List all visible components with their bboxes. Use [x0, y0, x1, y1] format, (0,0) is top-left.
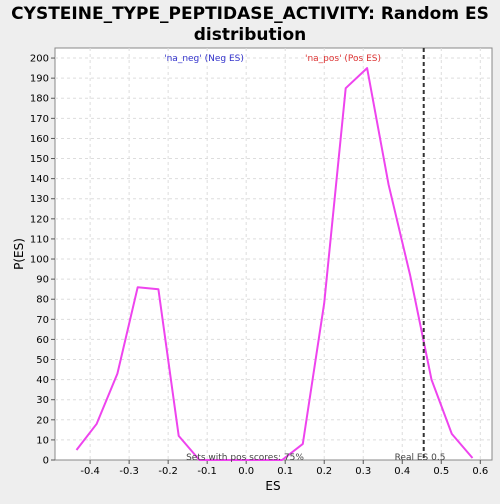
y-tick-label: 120 [30, 214, 49, 225]
y-tick-label: 180 [30, 94, 49, 105]
y-tick-label: 130 [30, 194, 49, 205]
y-tick-label: 80 [36, 295, 49, 306]
y-tick-label: 70 [36, 315, 49, 326]
axis-ticks: 0 10 20 30 40 50 60 70 80 90 100 110 120 130 140 150 160… [30, 54, 488, 477]
y-tick-label: 160 [30, 134, 49, 145]
x-axis-label: ES [265, 479, 280, 493]
y-tick-label: 20 [36, 415, 49, 426]
y-tick-label: 140 [30, 174, 49, 185]
neg-es-label: 'na_neg' (Neg ES) [164, 54, 244, 64]
y-tick-label: 0 [43, 456, 49, 467]
y-tick-label: 110 [30, 234, 49, 245]
y-tick-label: 150 [30, 154, 49, 165]
x-tick-label: 0.6 [472, 466, 488, 477]
y-tick-label: 30 [36, 395, 49, 406]
y-tick-label: 10 [36, 435, 49, 446]
series-layer [75, 48, 474, 461]
y-tick-label: 90 [36, 275, 49, 286]
y-tick-label: 50 [36, 355, 49, 366]
sets-pos-label: Sets with pos scores: 75% [186, 453, 304, 463]
x-tick-label: 0.4 [394, 466, 410, 477]
chart-title-line1: CYSTEINE_TYPE_PEPTIDASE_ACTIVITY: Random… [11, 4, 489, 24]
x-tick-label: 0.0 [238, 466, 254, 477]
es-distribution-line [75, 67, 474, 461]
x-tick-label: 0.1 [277, 466, 293, 477]
grid-lines [55, 48, 492, 460]
real-es-label: Real ES 0.5 [395, 453, 446, 463]
x-tick-label: 0.5 [433, 466, 449, 477]
x-tick-label: -0.1 [197, 466, 217, 477]
x-tick-label: -0.3 [119, 466, 139, 477]
pos-es-label: 'na_pos' (Pos ES) [305, 54, 381, 64]
y-tick-label: 60 [36, 335, 49, 346]
y-tick-label: 40 [36, 375, 49, 386]
y-tick-label: 170 [30, 114, 49, 125]
y-tick-label: 200 [30, 54, 49, 65]
plot-area [54, 47, 493, 461]
x-tick-label: -0.2 [158, 466, 178, 477]
x-tick-label: 0.2 [316, 466, 332, 477]
x-tick-label: 0.3 [355, 466, 371, 477]
y-tick-label: 190 [30, 74, 49, 85]
x-tick-label: -0.4 [80, 466, 100, 477]
chart-title-line2: distribution [194, 25, 306, 45]
y-tick-label: 100 [30, 255, 49, 266]
y-axis-label: P(ES) [12, 238, 26, 270]
